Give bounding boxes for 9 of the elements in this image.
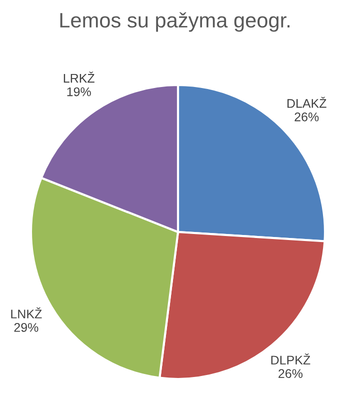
slice-label: DLPKŽ xyxy=(271,353,310,364)
data-label: 26% xyxy=(278,369,303,378)
data-label: 26% xyxy=(294,112,319,122)
data-label: 29% xyxy=(14,323,38,332)
slice-label: LNKŽ xyxy=(11,307,42,318)
data-label: 19% xyxy=(67,87,91,96)
slice-label: DLAKŽ xyxy=(287,96,326,108)
chart-title: Lemos su pažyma geogr. xyxy=(60,12,290,32)
slice-label: LRKŽ xyxy=(64,72,94,83)
